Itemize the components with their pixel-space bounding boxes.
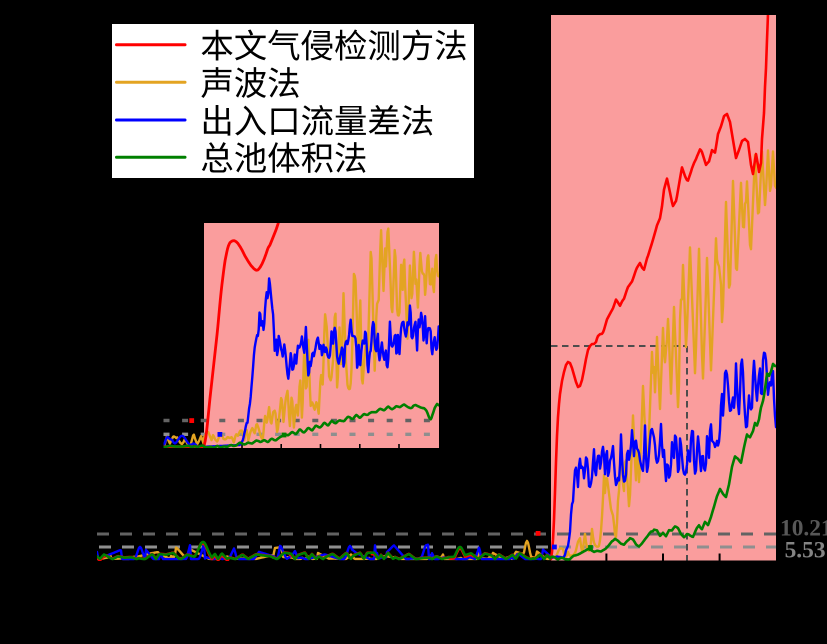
svg-text:10.21: 10.21 [780,516,827,542]
svg-text:5.53: 5.53 [785,538,826,564]
